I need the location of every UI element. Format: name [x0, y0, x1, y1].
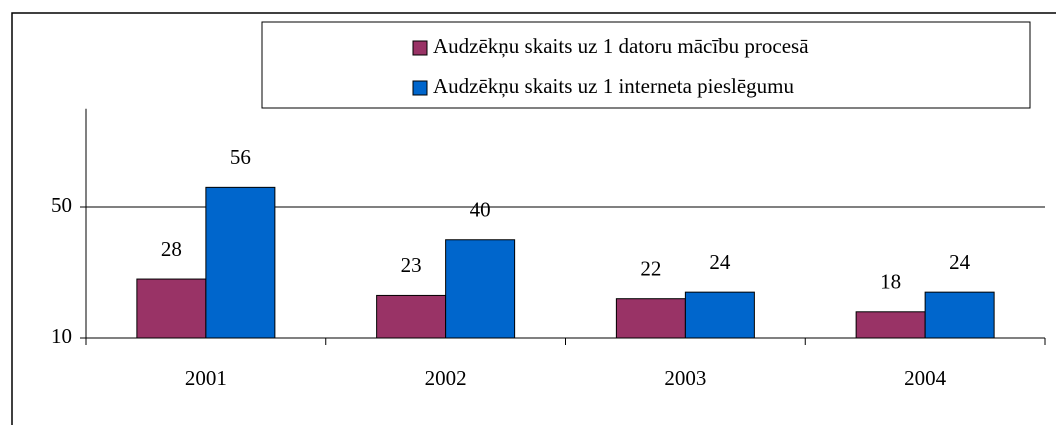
x-tick-label: 2002 — [425, 366, 467, 390]
x-tick-label: 2004 — [904, 366, 947, 390]
chart-frame — [11, 12, 1056, 425]
value-label: 56 — [230, 145, 251, 169]
legend-label: Audzēkņu skaits uz 1 interneta pieslēgum… — [433, 74, 794, 98]
legend-box — [261, 21, 1031, 109]
bar — [376, 294, 447, 339]
value-label: 22 — [640, 257, 661, 281]
bar — [855, 311, 926, 339]
legend-swatch — [412, 40, 428, 56]
bar — [615, 298, 686, 339]
bar — [445, 239, 516, 339]
x-tick-label: 2001 — [185, 366, 227, 390]
bar — [136, 278, 207, 339]
value-label: 18 — [880, 270, 901, 294]
bar — [205, 186, 276, 339]
value-label: 23 — [401, 253, 422, 277]
bar — [684, 291, 755, 339]
bar — [924, 291, 995, 339]
value-label: 24 — [709, 250, 731, 274]
y-tick-label: 50 — [51, 193, 72, 217]
legend-label: Audzēkņu skaits uz 1 datoru mācību proce… — [433, 34, 809, 58]
value-label: 40 — [470, 198, 491, 222]
y-tick-label: 10 — [51, 324, 72, 348]
legend-swatch — [412, 80, 428, 96]
x-tick-label: 2003 — [664, 366, 706, 390]
value-label: 28 — [161, 237, 182, 261]
value-label: 24 — [949, 250, 971, 274]
